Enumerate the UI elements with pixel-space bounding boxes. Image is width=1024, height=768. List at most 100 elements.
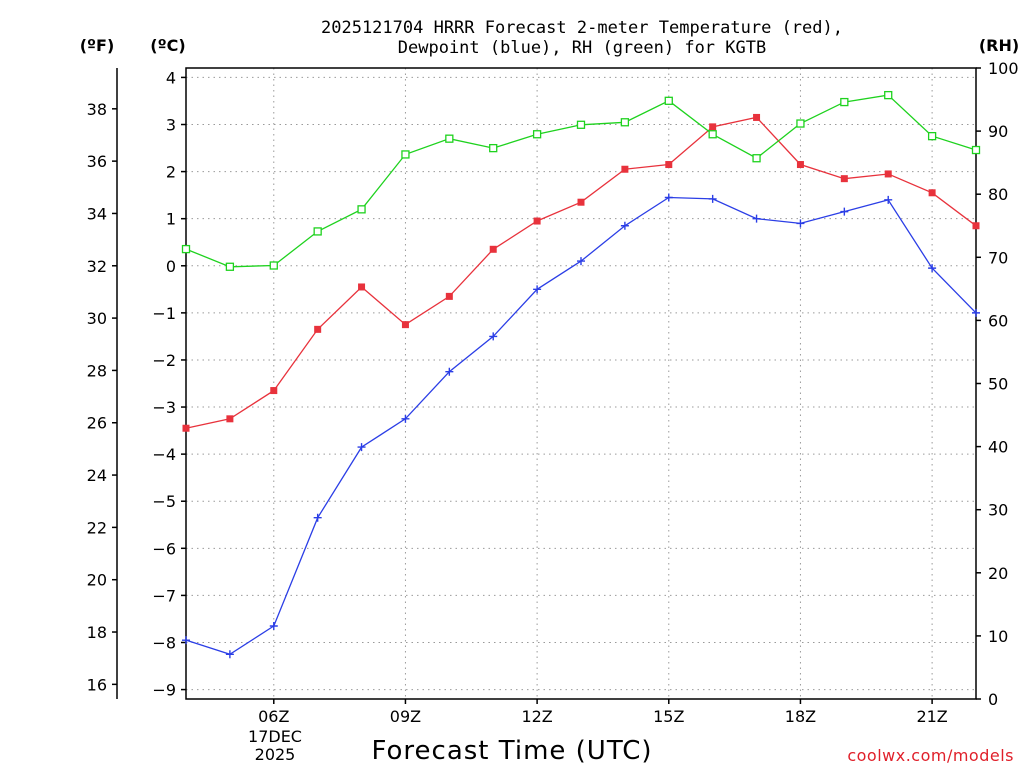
- dewpoint-data-point: [708, 194, 717, 203]
- temperature-data-point: [709, 123, 717, 131]
- x-tick-label: 18Z: [785, 707, 816, 726]
- fahrenheit-tick-label: 20: [87, 571, 107, 590]
- x-date-year: 2025: [255, 745, 296, 764]
- rh-data-point: [225, 262, 235, 271]
- credit-text[interactable]: coolwx.com/models: [847, 746, 1014, 765]
- celsius-tick-label: 4: [166, 68, 176, 87]
- dewpoint-data-point: [489, 332, 498, 341]
- dewpoint-data-point: [182, 636, 190, 645]
- celsius-tick-label: 1: [166, 210, 176, 229]
- rh-data-point: [576, 120, 586, 129]
- dewpoint-data-point: [533, 285, 542, 294]
- temperature-data-point: [840, 175, 848, 183]
- temperature-data-point: [884, 170, 892, 178]
- celsius-tick-label: −5: [152, 492, 176, 511]
- chart-title-line1: 2025121704 HRRR Forecast 2-meter Tempera…: [321, 18, 843, 38]
- dewpoint-data-point: [445, 367, 454, 376]
- x-axis-label: Forecast Time (UTC): [371, 736, 652, 766]
- chart-title-line2: Dewpoint (blue), RH (green) for KGTB: [398, 38, 766, 58]
- rh-tick-label: 30: [988, 501, 1008, 520]
- rh-data-point: [445, 134, 454, 143]
- x-date-day: 17DEC: [248, 727, 302, 746]
- grid-layer: [186, 68, 976, 699]
- temperature-series-line: [185, 116, 977, 429]
- temperature-data-point: [226, 415, 234, 423]
- temperature-data-point: [314, 325, 322, 333]
- fahrenheit-tick-label: 34: [87, 204, 107, 223]
- fahrenheit-unit-label: (ºF): [80, 36, 115, 55]
- rh-tick-label: 70: [988, 248, 1008, 267]
- rh-data-point: [401, 150, 410, 159]
- x-tick-label: 15Z: [653, 707, 684, 726]
- axes-layer: 161820222426283032343638−9−8−7−6−5−4−3−2…: [87, 59, 1019, 726]
- temperature-data-point: [445, 292, 453, 300]
- rh-data-point: [927, 131, 937, 141]
- temperature-data-point: [928, 189, 936, 197]
- rh-tick-label: 80: [988, 185, 1008, 204]
- fahrenheit-tick-label: 22: [87, 518, 107, 537]
- dewpoint-data-point: [577, 257, 585, 266]
- dewpoint-data-point: [357, 443, 366, 452]
- fahrenheit-tick-label: 16: [87, 675, 107, 694]
- celsius-tick-label: −9: [152, 681, 176, 700]
- celsius-tick-label: 3: [166, 116, 176, 135]
- fahrenheit-tick-label: 32: [87, 257, 107, 276]
- dewpoint-data-point: [313, 513, 322, 522]
- temperature-data-point: [972, 222, 980, 230]
- fahrenheit-tick-label: 28: [87, 361, 107, 380]
- rh-data-point: [313, 227, 322, 236]
- celsius-tick-label: 0: [166, 257, 176, 276]
- fahrenheit-tick-label: 30: [87, 309, 107, 328]
- series-layer: [181, 90, 981, 659]
- dewpoint-data-point: [752, 214, 761, 223]
- temperature-data-point: [401, 321, 409, 329]
- temperature-data-point: [796, 161, 804, 169]
- dewpoint-data-point: [972, 308, 980, 317]
- temperature-data-point: [665, 161, 673, 169]
- celsius-tick-label: −4: [152, 445, 176, 464]
- dewpoint-data-point: [928, 264, 937, 273]
- rh-data-point: [269, 261, 278, 270]
- x-tick-label: 12Z: [521, 707, 552, 726]
- dewpoint-data-point: [884, 195, 893, 204]
- rh-tick-label: 10: [988, 627, 1008, 646]
- rh-data-point: [708, 130, 717, 139]
- fahrenheit-tick-label: 38: [87, 100, 107, 119]
- temperature-data-point: [270, 387, 278, 395]
- rh-data-point: [752, 154, 761, 163]
- rh-data-point: [181, 244, 191, 254]
- celsius-tick-label: −6: [152, 539, 176, 558]
- celsius-tick-label: −8: [152, 633, 176, 652]
- rh-data-point: [489, 143, 498, 153]
- rh-unit-label: (RH): [979, 36, 1019, 55]
- celsius-tick-label: 2: [166, 163, 176, 182]
- rh-tick-label: 60: [988, 311, 1008, 330]
- rh-data-point: [620, 118, 630, 127]
- rh-data-point: [357, 205, 366, 214]
- x-tick-label: 06Z: [258, 707, 289, 726]
- dewpoint-data-point: [840, 207, 849, 216]
- plot-frame: [185, 67, 977, 700]
- rh-data-point: [971, 145, 981, 155]
- x-tick-label: 21Z: [916, 707, 947, 726]
- dewpoint-data-point: [664, 193, 673, 202]
- dewpoint-data-point: [620, 221, 629, 230]
- rh-data-point: [532, 130, 542, 139]
- rh-tick-label: 50: [988, 375, 1008, 394]
- temperature-data-point: [577, 198, 585, 206]
- rh-tick-label: 90: [988, 122, 1008, 141]
- temperature-data-point: [621, 165, 629, 173]
- dewpoint-data-point: [225, 650, 234, 659]
- temperature-data-point: [753, 113, 761, 121]
- fahrenheit-tick-label: 26: [87, 414, 107, 433]
- temperature-data-point: [533, 217, 541, 225]
- celsius-tick-label: −7: [152, 586, 176, 605]
- rh-data-point: [884, 90, 893, 100]
- rh-data-point: [664, 96, 673, 105]
- dewpoint-data-point: [401, 414, 410, 423]
- temperature-data-point: [358, 283, 366, 291]
- fahrenheit-tick-label: 24: [87, 466, 107, 485]
- rh-tick-label: 40: [988, 438, 1008, 457]
- celsius-unit-label: (ºC): [150, 36, 185, 55]
